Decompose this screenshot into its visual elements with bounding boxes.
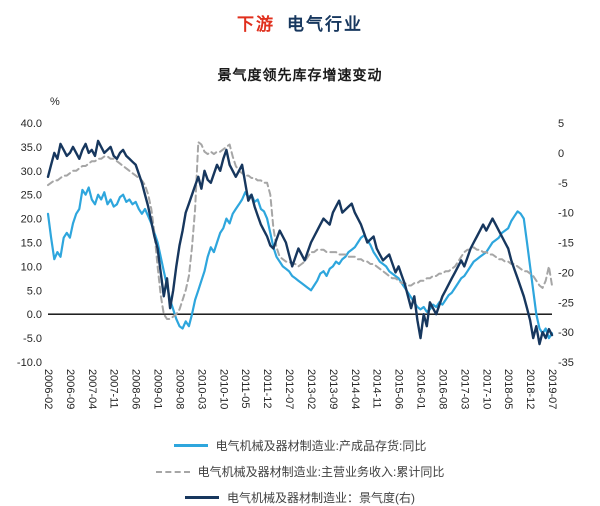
x-axis-tick: 2008-06 bbox=[130, 369, 142, 409]
x-axis-tick: 2009-01 bbox=[152, 369, 164, 409]
right-axis-tick: -20 bbox=[558, 267, 574, 279]
right-axis-tick: -15 bbox=[558, 238, 574, 250]
right-axis-tick: -5 bbox=[558, 178, 568, 190]
series-line-3 bbox=[46, 139, 554, 346]
legend-swatch-gray-dashed-line bbox=[155, 470, 190, 473]
left-axis-tick: 35.0 bbox=[21, 142, 42, 154]
x-axis-tick: 2016-08 bbox=[436, 369, 448, 409]
legend-item-inventory: 电气机械及器材制造业:产成品存货:同比 bbox=[173, 437, 427, 454]
legend-swatch-blue-line bbox=[173, 444, 208, 447]
x-axis-tick: 2013-02 bbox=[305, 369, 317, 409]
x-axis-tick: 2016-01 bbox=[415, 369, 427, 409]
legend-item-boom-index: 电气机械及器材制造业：景气度(右) bbox=[185, 489, 415, 506]
legend-label-inventory: 电气机械及器材制造业:产成品存货:同比 bbox=[215, 439, 427, 453]
right-axis-tick: -25 bbox=[558, 297, 574, 309]
x-axis-tick: 2013-09 bbox=[327, 369, 339, 409]
legend-item-revenue: 电气机械及器材制造业:主营业务收入:累计同比 bbox=[155, 463, 445, 480]
right-axis-tick: -30 bbox=[558, 327, 574, 339]
legend-label-revenue: 电气机械及器材制造业:主营业务收入:累计同比 bbox=[197, 465, 445, 479]
x-axis-tick: 2010-03 bbox=[195, 369, 207, 409]
left-axis-tick: 25.0 bbox=[21, 190, 42, 202]
title-segment-industry: 电气行业 bbox=[287, 15, 363, 34]
x-axis-tick: 2006-02 bbox=[42, 369, 54, 409]
x-axis-tick: 2006-09 bbox=[64, 369, 76, 409]
left-axis-tick: 40.0 bbox=[21, 118, 42, 130]
x-axis-tick: 2014-11 bbox=[371, 369, 383, 409]
x-axis-tick: 2011-12 bbox=[261, 369, 273, 409]
chart-legend: 电气机械及器材制造业:产成品存货:同比 电气机械及器材制造业:主营业务收入:累计… bbox=[0, 437, 600, 506]
right-axis-tick: -35 bbox=[558, 357, 574, 369]
x-axis-tick: 2018-05 bbox=[502, 369, 514, 409]
x-axis-tick: 2007-04 bbox=[86, 369, 98, 409]
right-axis-tick: 0 bbox=[558, 148, 564, 160]
x-axis-tick: 2009-08 bbox=[173, 369, 185, 409]
x-axis-tick: 2012-07 bbox=[283, 369, 295, 409]
series-line-1 bbox=[46, 186, 554, 340]
series-line-2 bbox=[47, 141, 553, 320]
title-segment-downstream: 下游 bbox=[237, 15, 275, 34]
left-axis-tick: 10.0 bbox=[21, 261, 42, 273]
legend-label-boom-index: 电气机械及器材制造业：景气度(右) bbox=[227, 491, 415, 505]
page-title: 下游 电气行业 bbox=[0, 10, 600, 35]
left-axis-tick: 15.0 bbox=[21, 238, 42, 250]
left-axis-tick: 5.0 bbox=[27, 285, 42, 297]
x-axis-tick: 2011-05 bbox=[239, 369, 251, 409]
x-axis-tick: 2010-10 bbox=[217, 369, 229, 409]
x-axis-tick: 2019-07 bbox=[546, 369, 558, 409]
x-axis-tick: 2017-03 bbox=[458, 369, 470, 409]
legend-swatch-navy-line bbox=[185, 496, 219, 499]
left-axis-tick: 20.0 bbox=[21, 214, 42, 226]
left-axis-tick: -10.0 bbox=[17, 357, 42, 369]
x-axis-tick: 2015-06 bbox=[393, 369, 405, 409]
x-axis-tick: 2017-10 bbox=[480, 369, 492, 409]
right-axis-tick: 5 bbox=[558, 118, 564, 130]
left-axis-unit: % bbox=[50, 96, 60, 108]
x-axis-tick: 2018-12 bbox=[524, 369, 536, 409]
x-axis-tick: 2007-11 bbox=[108, 369, 120, 409]
left-axis-tick: -5.0 bbox=[23, 333, 42, 345]
left-axis-tick: 0.0 bbox=[27, 309, 42, 321]
x-axis-tick: 2014-04 bbox=[349, 369, 361, 409]
right-axis-tick: -10 bbox=[558, 208, 574, 220]
line-chart: % 40.0 35.0 30.0 25.0 20.0 15.0 10.0 5.0 0.0 -5.0 -… bbox=[17, 96, 574, 409]
left-axis-tick: 30.0 bbox=[21, 166, 42, 178]
chart-subtitle: 景气度领先库存增速变动 bbox=[217, 67, 383, 83]
